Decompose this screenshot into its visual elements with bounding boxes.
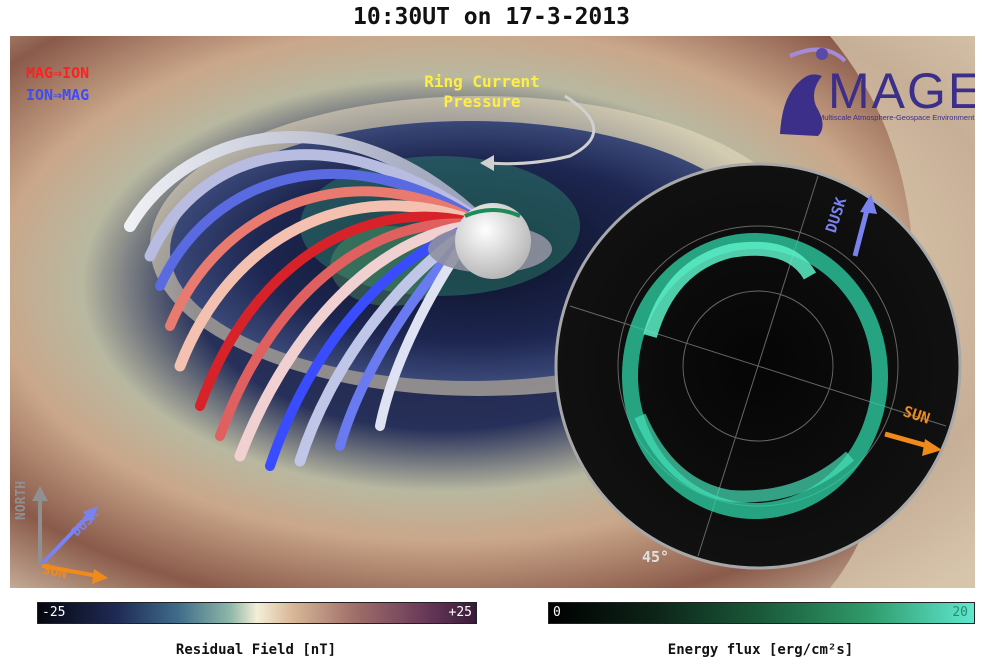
colorbar-right-max: 20 xyxy=(952,605,968,620)
field-line xyxy=(165,186,475,331)
colorbar-left-min: -25 xyxy=(42,605,66,620)
compass-north-label: NORTH xyxy=(14,480,29,520)
auroral-oval-lower-arc xyxy=(634,413,855,503)
polar-dusk-arrow xyxy=(852,205,871,257)
legend-ion-to-mag: ION⇒MAG xyxy=(26,86,90,104)
ring-current-label-line2: Pressure xyxy=(443,92,521,111)
scene-graphic xyxy=(10,36,975,588)
dusk-arrow xyxy=(40,512,92,566)
colorbar-left-max: +25 xyxy=(448,605,472,620)
auroral-oval-on-globe xyxy=(464,208,521,218)
residual-field-colorbar: -25 +25 xyxy=(37,602,477,624)
sun-arrowhead xyxy=(92,569,108,584)
field-line xyxy=(144,149,476,262)
polar-view xyxy=(554,162,962,570)
field-line xyxy=(124,131,476,232)
colorbar-right-min: 0 xyxy=(553,605,561,620)
colorbar-right-title: Energy flux [erg/cm²s] xyxy=(667,642,854,658)
field-line xyxy=(215,218,475,441)
field-line xyxy=(155,169,475,291)
field-line xyxy=(234,220,476,462)
page-title: 10:30UT on 17-3-2013 xyxy=(353,4,630,30)
logo-subtitle: Multiscale Atmosphere-Geospace Environme… xyxy=(818,113,975,122)
north-arrowhead xyxy=(32,486,48,501)
orientation-compass xyxy=(32,486,108,584)
ring-current-label-line1: Ring Current xyxy=(424,72,540,91)
energy-flux-colorbar: 0 20 xyxy=(548,602,975,624)
field-line xyxy=(174,200,476,372)
field-lines xyxy=(124,131,476,471)
legend-mag-to-ion: MAG⇒ION xyxy=(26,64,90,82)
polar-dusk-arrowhead xyxy=(860,194,877,214)
logo-figure-body xyxy=(780,74,823,136)
earth-globe xyxy=(455,203,531,279)
latitude-label: 45° xyxy=(642,548,670,566)
logo-name: MAGE xyxy=(828,63,975,119)
latitude-circle-inner xyxy=(682,290,834,442)
logo-figure-head xyxy=(816,48,828,60)
ring-current-arrowhead xyxy=(480,155,494,171)
magnetosphere-visualization: MAG⇒ION ION⇒MAG Ring Current Pressure MA… xyxy=(10,36,975,588)
sun-arrow xyxy=(41,564,99,578)
ring-current-pointer xyxy=(487,94,596,166)
dusk-arrowhead xyxy=(83,506,98,522)
auroral-oval xyxy=(622,233,888,519)
mage-logo-figure xyxy=(780,47,847,136)
colorbar-left-title: Residual Field [nT] xyxy=(175,642,337,658)
auroral-oval-bright-arc xyxy=(643,241,817,338)
field-line xyxy=(195,211,475,411)
ring-current-annotation: Ring Current Pressure xyxy=(402,72,562,112)
polar-sun-arrowhead xyxy=(922,439,942,456)
